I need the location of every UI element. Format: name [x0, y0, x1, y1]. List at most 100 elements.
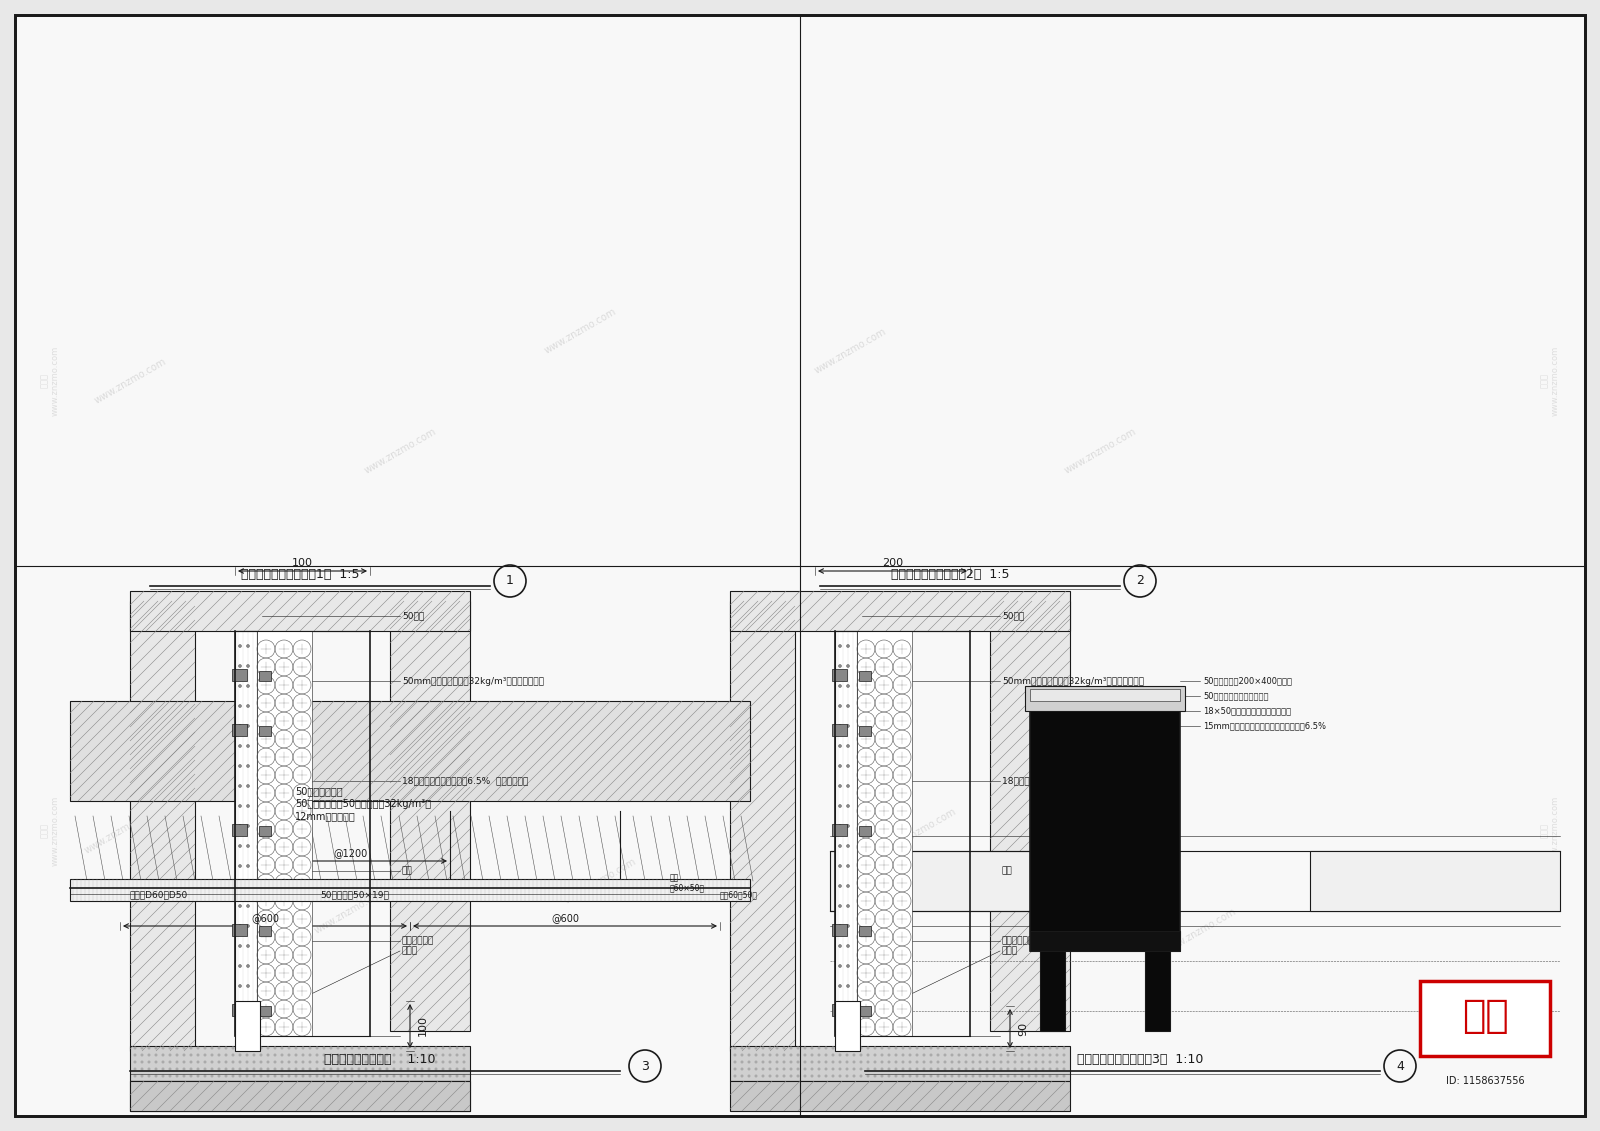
Circle shape [936, 1061, 939, 1063]
Circle shape [741, 1053, 744, 1056]
Circle shape [253, 1053, 256, 1056]
Circle shape [755, 1046, 757, 1050]
Circle shape [309, 1068, 312, 1071]
Circle shape [182, 1074, 186, 1078]
Text: ID: 1158637556: ID: 1158637556 [1446, 1076, 1525, 1086]
Circle shape [147, 1068, 150, 1071]
Circle shape [859, 1074, 862, 1078]
Circle shape [957, 1074, 960, 1078]
Text: 知末网
www.znzmo.com: 知末网 www.znzmo.com [1541, 346, 1560, 416]
Circle shape [162, 1068, 165, 1071]
Bar [859, 1005, 870, 1016]
Circle shape [182, 1046, 186, 1050]
Circle shape [894, 1068, 898, 1071]
Text: 2: 2 [1136, 575, 1144, 587]
Circle shape [776, 1068, 779, 1071]
Circle shape [986, 1046, 989, 1050]
Circle shape [238, 725, 242, 727]
Circle shape [1027, 1061, 1030, 1063]
Bar [730, 1081, 1070, 1111]
Circle shape [413, 1046, 416, 1050]
Bar [858, 631, 912, 1036]
Circle shape [155, 1046, 157, 1050]
Text: @600: @600 [550, 913, 579, 923]
Circle shape [944, 1074, 947, 1078]
Circle shape [755, 1053, 757, 1056]
Circle shape [1006, 1074, 1010, 1078]
Text: 100: 100 [418, 1016, 429, 1036]
Circle shape [923, 1061, 925, 1063]
Circle shape [950, 1068, 954, 1071]
Bar [859, 826, 870, 836]
Bar [390, 601, 470, 1031]
Circle shape [909, 1061, 912, 1063]
Circle shape [203, 1074, 206, 1078]
Circle shape [267, 1061, 269, 1063]
Circle shape [944, 1061, 947, 1063]
Circle shape [141, 1061, 144, 1063]
Circle shape [315, 1053, 318, 1056]
Bar [859, 671, 870, 681]
Text: 50mm厚离心玻璃棉（32kg/m³）玻璃丝布包覆: 50mm厚离心玻璃棉（32kg/m³）玻璃丝布包覆 [402, 676, 544, 685]
Circle shape [846, 905, 850, 907]
Circle shape [246, 684, 250, 688]
Bar [730, 592, 1070, 631]
Circle shape [846, 944, 850, 948]
Bar [730, 1046, 1070, 1081]
Circle shape [915, 1061, 918, 1063]
Circle shape [301, 1074, 304, 1078]
Circle shape [859, 1046, 862, 1050]
Circle shape [741, 1061, 744, 1063]
Text: 90: 90 [1018, 1021, 1027, 1036]
Circle shape [147, 1061, 150, 1063]
Circle shape [344, 1074, 347, 1078]
Circle shape [203, 1061, 206, 1063]
Circle shape [874, 1074, 877, 1078]
Circle shape [133, 1046, 136, 1050]
Bar [835, 1001, 861, 1051]
Text: 水泥砂浆找平: 水泥砂浆找平 [1002, 936, 1034, 946]
Circle shape [379, 1046, 381, 1050]
Circle shape [330, 1061, 333, 1063]
Circle shape [824, 1061, 827, 1063]
Circle shape [421, 1068, 424, 1071]
Circle shape [238, 705, 242, 708]
Circle shape [238, 924, 242, 927]
Circle shape [803, 1061, 806, 1063]
Bar [130, 592, 470, 631]
Circle shape [280, 1053, 283, 1056]
Circle shape [323, 1061, 325, 1063]
Circle shape [357, 1074, 360, 1078]
Text: 50次龙骨（50×19）: 50次龙骨（50×19） [320, 890, 389, 899]
Bar [130, 601, 195, 1051]
Circle shape [462, 1068, 466, 1071]
Text: www.znzmo.com: www.znzmo.com [882, 806, 958, 856]
Bar [130, 1081, 470, 1111]
Circle shape [845, 1068, 848, 1071]
Circle shape [133, 1068, 136, 1071]
Circle shape [218, 1053, 221, 1056]
Circle shape [782, 1046, 786, 1050]
Circle shape [197, 1074, 200, 1078]
Bar [130, 1081, 470, 1111]
Circle shape [741, 1046, 744, 1050]
Circle shape [371, 1068, 374, 1071]
Bar [1030, 691, 1181, 951]
Circle shape [733, 1061, 736, 1063]
Circle shape [448, 1046, 451, 1050]
Circle shape [315, 1046, 318, 1050]
Circle shape [888, 1061, 891, 1063]
Circle shape [133, 1074, 136, 1078]
Bar [990, 601, 1070, 1031]
Circle shape [880, 1053, 883, 1056]
Circle shape [888, 1046, 891, 1050]
Circle shape [1035, 1068, 1037, 1071]
Circle shape [421, 1061, 424, 1063]
Circle shape [1048, 1053, 1051, 1056]
Circle shape [323, 1046, 325, 1050]
Circle shape [747, 1074, 750, 1078]
Circle shape [1056, 1074, 1059, 1078]
Circle shape [259, 1053, 262, 1056]
Circle shape [427, 1053, 430, 1056]
Circle shape [923, 1053, 925, 1056]
